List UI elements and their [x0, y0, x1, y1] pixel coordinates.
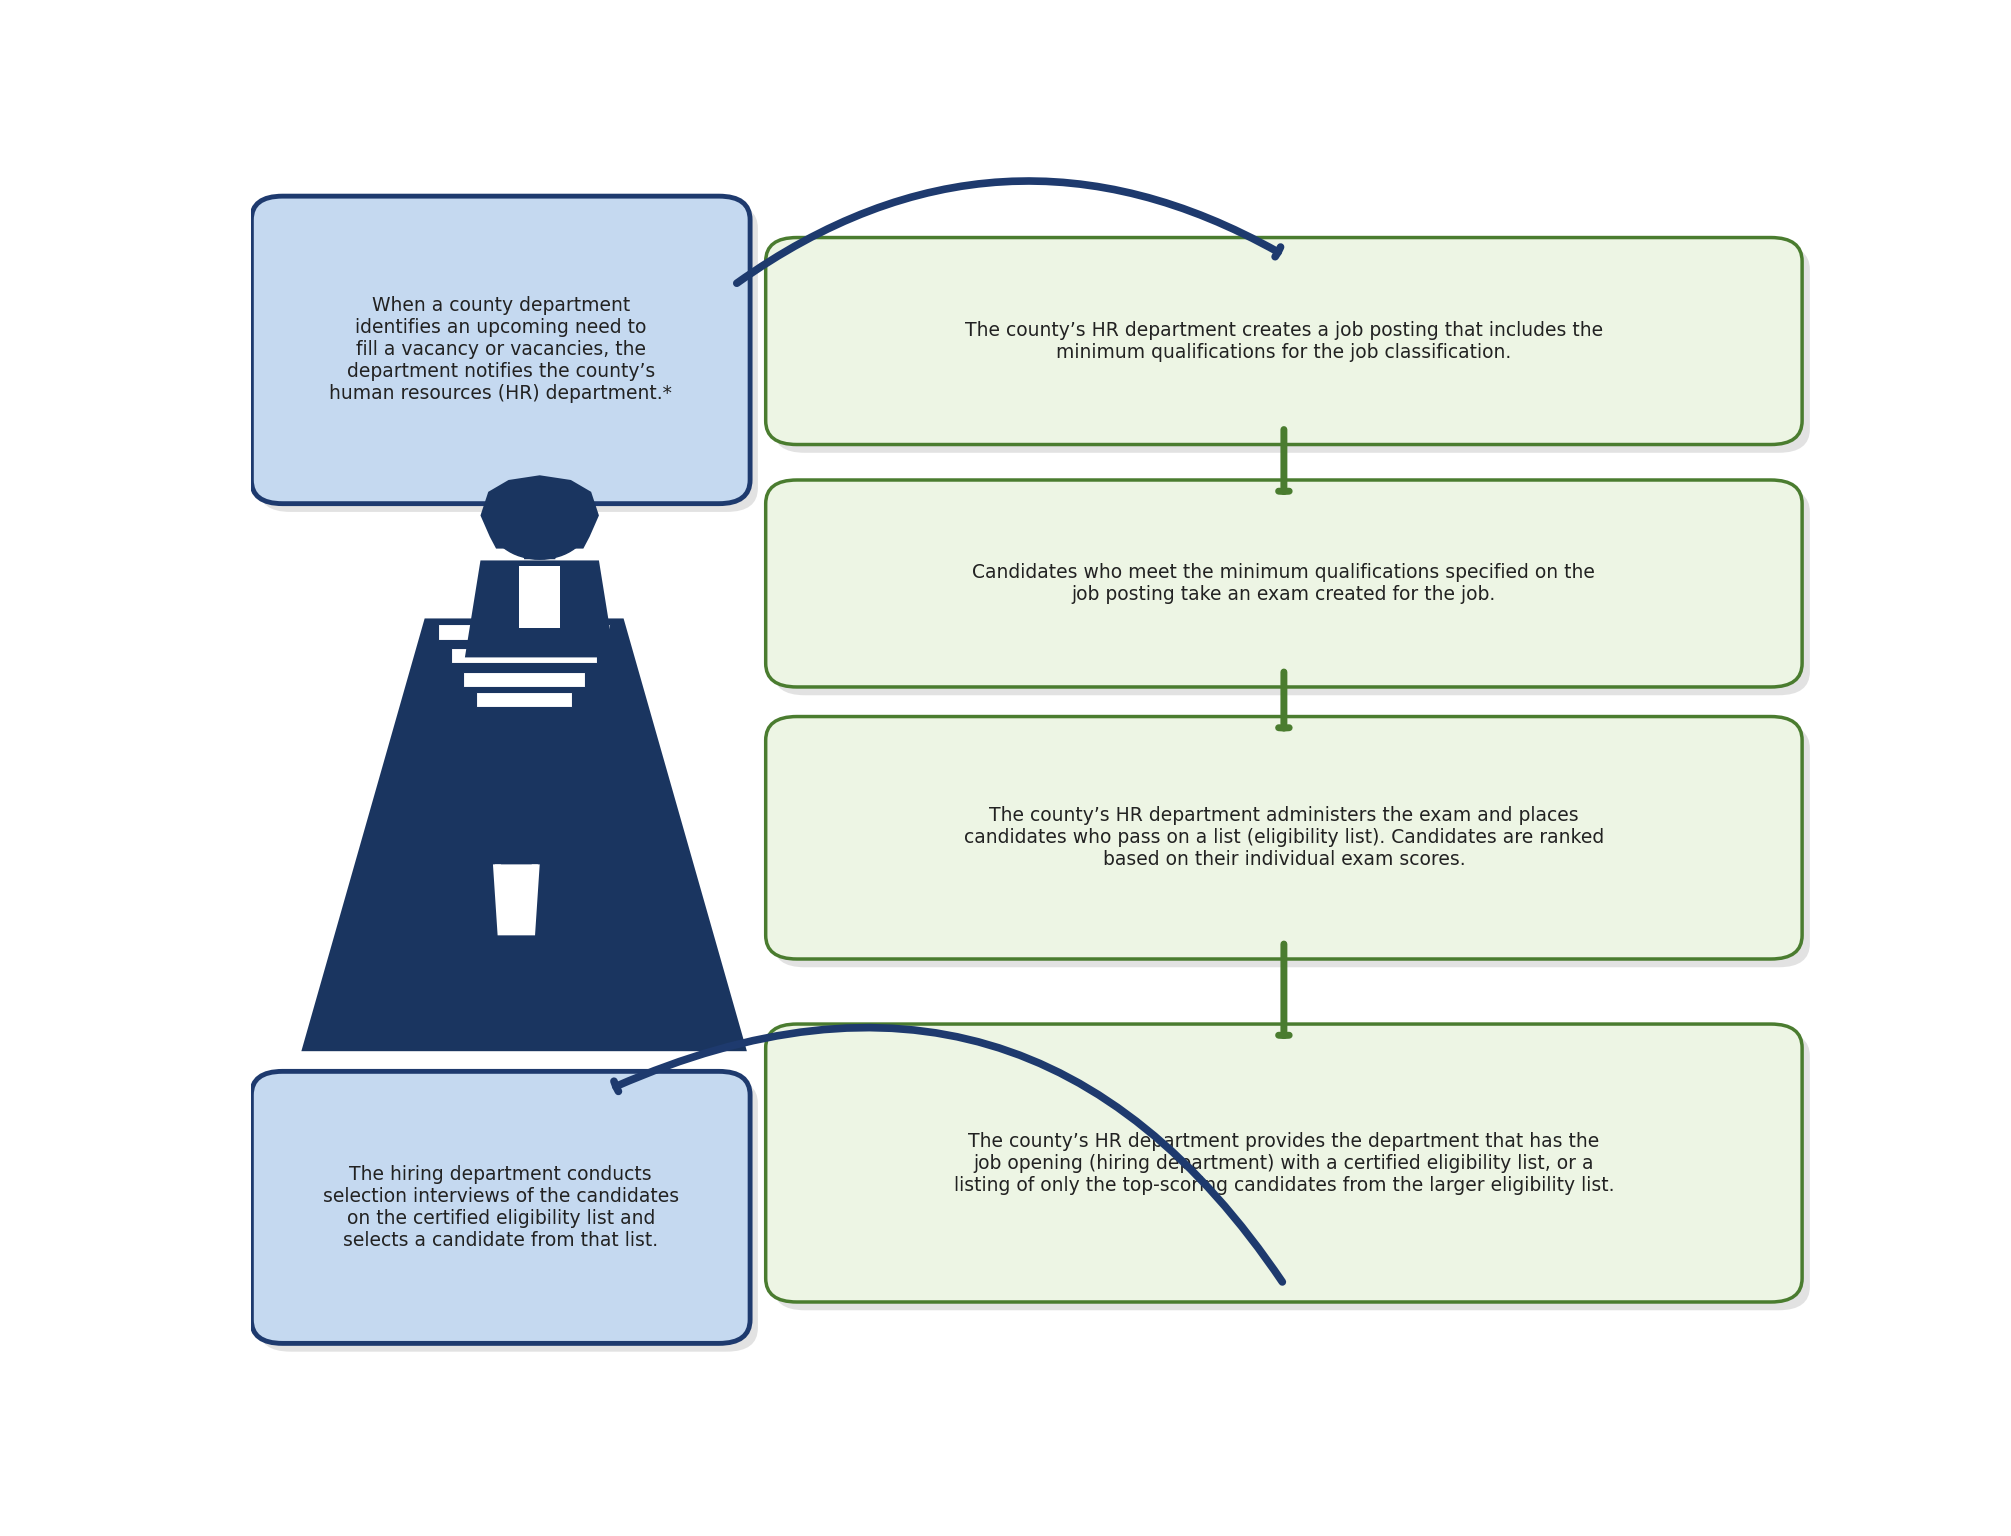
- Polygon shape: [493, 865, 539, 935]
- Polygon shape: [477, 691, 573, 707]
- FancyBboxPatch shape: [774, 246, 1810, 453]
- FancyBboxPatch shape: [766, 238, 1802, 444]
- Polygon shape: [521, 539, 559, 559]
- Polygon shape: [438, 624, 609, 639]
- Polygon shape: [298, 616, 750, 1054]
- Polygon shape: [450, 648, 597, 664]
- Circle shape: [491, 484, 589, 559]
- FancyBboxPatch shape: [774, 488, 1810, 696]
- FancyBboxPatch shape: [251, 197, 750, 504]
- Polygon shape: [497, 836, 537, 856]
- FancyBboxPatch shape: [259, 1080, 758, 1352]
- Polygon shape: [465, 561, 615, 657]
- Text: The county’s HR department administers the exam and places
candidates who pass o: The county’s HR department administers t…: [963, 806, 1605, 869]
- Polygon shape: [463, 671, 585, 687]
- FancyBboxPatch shape: [774, 1032, 1810, 1310]
- FancyBboxPatch shape: [774, 725, 1810, 968]
- Text: Candidates who meet the minimum qualifications specified on the
job posting take: Candidates who meet the minimum qualific…: [973, 564, 1595, 604]
- FancyBboxPatch shape: [766, 1025, 1802, 1303]
- Text: When a county department
identifies an upcoming need to
fill a vacancy or vacanc: When a county department identifies an u…: [330, 296, 672, 404]
- Polygon shape: [400, 859, 633, 1035]
- Text: The county’s HR department creates a job posting that includes the
minimum quali: The county’s HR department creates a job…: [965, 321, 1603, 361]
- Text: The hiring department conducts
selection interviews of the candidates
on the cer: The hiring department conducts selection…: [322, 1164, 680, 1250]
- FancyBboxPatch shape: [766, 716, 1802, 958]
- FancyBboxPatch shape: [766, 479, 1802, 687]
- FancyBboxPatch shape: [251, 1072, 750, 1344]
- FancyBboxPatch shape: [259, 204, 758, 511]
- Circle shape: [463, 773, 571, 856]
- Polygon shape: [519, 567, 559, 628]
- Text: The county’s HR department provides the department that has the
job opening (hir: The county’s HR department provides the …: [953, 1132, 1615, 1195]
- Polygon shape: [481, 475, 599, 548]
- Polygon shape: [495, 865, 539, 894]
